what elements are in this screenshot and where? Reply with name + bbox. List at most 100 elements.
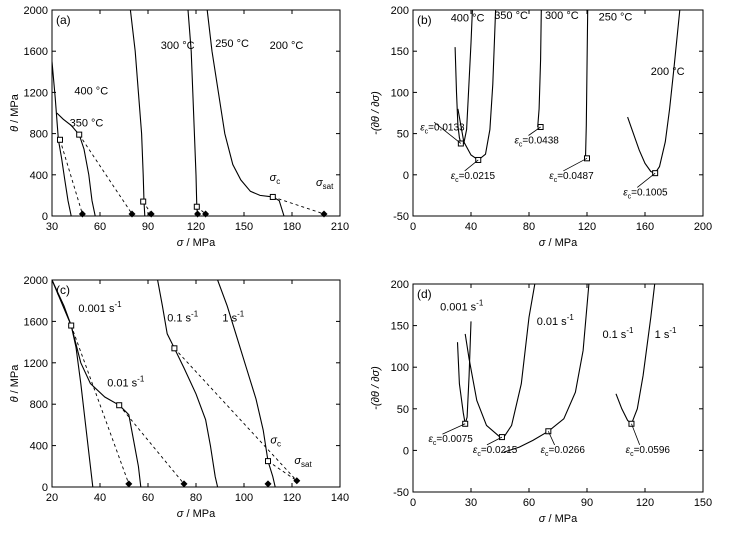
critical-strain-label: εc=0.0266 [541, 445, 586, 458]
series-label: 350 °C [494, 10, 528, 22]
y-axis-label: θ / MPa [9, 364, 21, 403]
panel-label: (c) [56, 283, 70, 297]
y-tick-label: 2000 [24, 275, 48, 287]
saturation-point [202, 210, 210, 218]
series-label: 1 s-1 [222, 309, 244, 324]
x-tick-label: 120 [578, 221, 596, 233]
series-label: 200 °C [651, 66, 685, 78]
pointer-line [528, 126, 541, 136]
extrapolation-line [174, 348, 298, 482]
extrapolation-line [78, 134, 133, 215]
y-tick-label: 200 [391, 279, 409, 291]
series-curve [217, 280, 276, 487]
curves [52, 10, 325, 216]
series-label: 300 °C [545, 10, 579, 22]
y-tick-label: 0 [403, 170, 409, 182]
x-axis-label: σ / MPa [539, 513, 578, 525]
panel-label: (d) [417, 287, 432, 301]
plot-frame [412, 9, 704, 217]
y-tick-label: 1600 [24, 316, 48, 328]
series-label: 0.001 s-1 [440, 299, 484, 314]
series-label: 0.1 s-1 [602, 326, 634, 341]
y-tick-label: 100 [391, 87, 409, 99]
x-tick-label: 40 [94, 492, 106, 504]
saturation-point [264, 480, 272, 488]
x-tick-label: 160 [636, 221, 654, 233]
curves [52, 280, 298, 487]
saturation-point [125, 480, 133, 488]
x-tick-label: 0 [410, 497, 416, 509]
saturation-point [194, 210, 202, 218]
curves [454, 10, 681, 174]
pointer-line [486, 436, 503, 446]
y-axis-label: -(∂θ / ∂σ) [370, 366, 382, 410]
y-tick-label: 800 [30, 129, 48, 141]
y-tick-label: 400 [30, 441, 48, 453]
x-tick-label: 30 [46, 221, 58, 233]
plot-frame [412, 283, 704, 493]
series-label: 300 °C [161, 40, 195, 52]
x-tick-label: 200 [694, 221, 712, 233]
y-tick-label: 50 [397, 404, 409, 416]
x-tick-label: 30 [465, 497, 477, 509]
x-tick-label: 150 [694, 497, 712, 509]
x-tick-label: 90 [581, 497, 593, 509]
critical-strain-label: εc=0.0596 [626, 445, 671, 458]
critical-point [116, 402, 123, 409]
x-tick-label: 80 [523, 221, 535, 233]
critical-point [269, 193, 276, 200]
y-tick-label: 1200 [24, 358, 48, 370]
x-axis-label: σ / MPa [539, 237, 578, 249]
critical-point [537, 124, 544, 131]
x-tick-label: 210 [331, 221, 349, 233]
x-tick-label: 140 [331, 492, 349, 504]
x-tick-label: 120 [283, 492, 301, 504]
critical-strain-label: εc=0.1005 [623, 187, 668, 200]
panel-a: 30 60 90 120 150 180 210 0 400 800 1200 1600 2000 (a)… [9, 5, 349, 249]
series-label: 0.01 s-1 [107, 375, 145, 390]
critical-point [193, 203, 200, 210]
sigma-sat-label: σsat [294, 455, 312, 469]
series-label: 0.01 s-1 [537, 313, 575, 328]
y-tick-label: -50 [393, 211, 409, 223]
pointer-line [464, 159, 479, 172]
extrapolation-line [59, 139, 83, 215]
x-axis-label: σ / MPa [177, 237, 216, 249]
series-label: 250 °C [215, 38, 249, 50]
x-tick-label: 60 [523, 497, 535, 509]
sigma-c-label: σc [270, 435, 281, 449]
critical-point [171, 345, 178, 352]
pointer-line [442, 423, 466, 435]
series-curve [129, 10, 146, 216]
pointer-line [637, 172, 656, 188]
y-tick-label: 200 [391, 5, 409, 17]
series-curve [52, 280, 142, 487]
y-tick-label: 100 [391, 362, 409, 374]
x-tick-label: 0 [410, 221, 416, 233]
x-tick-label: 60 [94, 221, 106, 233]
y-tick-label: 800 [30, 399, 48, 411]
critical-strain-label: εc=0.0438 [515, 135, 560, 148]
x-tick-label: 120 [187, 221, 205, 233]
series-curve [537, 10, 542, 128]
y-tick-label: -50 [393, 487, 409, 499]
sigma-sat-label: σsat [316, 177, 334, 191]
series-curve [457, 10, 497, 161]
pointer-line [563, 157, 588, 172]
saturation-point [78, 210, 86, 218]
saturation-point [147, 210, 155, 218]
series-curve [52, 61, 72, 216]
x-axis-label: σ / MPa [177, 508, 216, 520]
panel-label: (a) [56, 13, 71, 27]
y-axis-label: -(∂θ / ∂σ) [370, 91, 382, 135]
series-label: 0.1 s-1 [167, 309, 199, 324]
series-curve [52, 280, 94, 487]
sigma-c-label: σc [270, 172, 281, 186]
y-tick-label: 150 [391, 321, 409, 333]
x-tick-label: 90 [142, 221, 154, 233]
saturation-point [320, 210, 328, 218]
y-tick-label: 50 [397, 129, 409, 141]
